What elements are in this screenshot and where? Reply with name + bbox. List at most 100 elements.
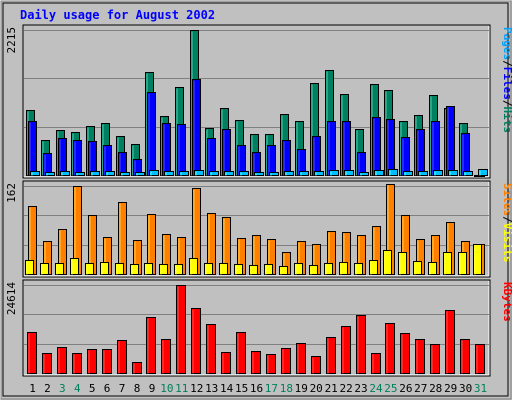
- bar-kbytes-day-16: [251, 351, 261, 374]
- bar-kbytes-day-19-highlight: [297, 344, 299, 374]
- x-tick-label-day-31: 31: [474, 382, 487, 395]
- bar-files-day-7-highlight: [119, 153, 121, 176]
- bar-kbytes-day-14-highlight: [222, 353, 224, 374]
- bar-kbytes-day-11-fill: [176, 285, 186, 374]
- bar-pages-day-1: [30, 171, 40, 176]
- bar-sites-day-27: [413, 261, 422, 275]
- bar-pages-day-23-fill: [359, 172, 369, 176]
- bar-kbytes-day-29-fill: [445, 310, 455, 374]
- bar-pages-day-27: [418, 171, 428, 176]
- bar-sites-day-5: [85, 263, 94, 275]
- bar-files-day-17: [267, 145, 276, 176]
- bar-kbytes-day-30-fill: [460, 339, 470, 374]
- bar-visits-day-22-highlight: [343, 233, 345, 275]
- bar-files-day-21-highlight: [328, 122, 330, 176]
- x-tick-label-day-13: 13: [205, 382, 218, 395]
- bar-pages-day-3-fill: [60, 171, 70, 176]
- legend-segment: Sites: [501, 183, 512, 216]
- bar-sites-day-26-highlight: [399, 253, 401, 275]
- bar-files-day-18: [282, 140, 291, 176]
- bar-pages-day-8-highlight: [136, 173, 138, 176]
- bar-pages-day-24-highlight: [375, 171, 377, 176]
- bar-pages-day-23-highlight: [360, 173, 362, 176]
- bar-pages-day-18: [284, 171, 294, 176]
- bar-kbytes-day-25: [385, 323, 395, 374]
- bar-files-day-22: [342, 121, 351, 176]
- bar-sites-day-4: [70, 258, 79, 275]
- bar-files-day-25: [386, 119, 395, 176]
- bar-pages-day-10: [164, 171, 174, 176]
- bar-pages-day-27-fill: [418, 171, 428, 176]
- bar-kbytes-day-21: [326, 337, 336, 374]
- bar-files-day-8-highlight: [134, 160, 136, 176]
- bar-pages-day-26: [403, 171, 413, 176]
- bar-kbytes-day-28-highlight: [431, 345, 433, 374]
- bar-files-day-24-highlight: [373, 118, 375, 176]
- panel-legend-label: KBytes: [501, 282, 512, 322]
- bar-kbytes-day-4: [72, 353, 82, 374]
- bar-sites-day-2-fill: [40, 263, 49, 275]
- bar-hits-day-20-highlight: [311, 84, 313, 176]
- bar-sites-day-7-fill: [115, 263, 124, 275]
- bar-kbytes-day-15: [236, 332, 246, 374]
- bar-sites-day-16-fill: [249, 265, 258, 275]
- bar-kbytes-day-9-fill: [146, 317, 156, 374]
- bar-kbytes-day-20: [311, 356, 321, 374]
- panel-bars: [26, 30, 488, 177]
- legend-segment: KBytes: [501, 282, 512, 322]
- bar-sites-day-31-highlight: [474, 245, 476, 275]
- bar-visits-day-9-highlight: [148, 215, 150, 275]
- bar-pages-day-24-fill: [374, 170, 384, 176]
- bar-kbytes-day-20-fill: [311, 356, 321, 374]
- bar-kbytes-day-29-highlight: [446, 311, 448, 374]
- bar-kbytes-day-23-fill: [356, 315, 366, 374]
- bar-sites-day-12: [189, 258, 198, 275]
- bar-pages-day-8: [135, 172, 145, 176]
- bar-kbytes-day-29: [445, 310, 455, 374]
- legend-segment: /: [501, 100, 512, 107]
- bar-files-day-10-highlight: [163, 124, 165, 176]
- bar-files-day-21: [327, 121, 336, 176]
- bar-visits-day-6-highlight: [104, 238, 106, 275]
- x-tick-label-day-3: 3: [59, 382, 66, 395]
- bar-kbytes-day-2-fill: [42, 353, 52, 374]
- bar-sites-day-13: [204, 263, 213, 275]
- bar-pages-day-6-fill: [105, 171, 115, 176]
- bar-visits-day-11-highlight: [178, 238, 180, 275]
- bar-pages-day-2-highlight: [46, 173, 48, 176]
- bar-kbytes-day-6-highlight: [103, 350, 105, 374]
- bar-kbytes-day-15-fill: [236, 332, 246, 374]
- bar-pages-day-29-fill: [448, 170, 458, 176]
- bar-pages-day-13: [209, 171, 219, 176]
- bar-sites-day-29: [443, 252, 452, 275]
- panel-bars: [27, 285, 485, 374]
- legend-segment: Hits: [501, 107, 512, 134]
- bar-pages-day-5-fill: [90, 171, 100, 176]
- bar-pages-day-17-highlight: [270, 173, 272, 176]
- bar-sites-day-8-highlight: [131, 265, 133, 275]
- bar-pages-day-14-highlight: [225, 172, 227, 176]
- bar-sites-day-20-highlight: [310, 266, 312, 275]
- bar-visits-day-1-highlight: [29, 207, 31, 275]
- bar-kbytes-day-31-fill: [475, 344, 485, 374]
- bar-files-day-1: [28, 121, 37, 176]
- bar-pages-day-26-highlight: [404, 172, 406, 176]
- bar-sites-day-7: [115, 263, 124, 275]
- bar-pages-day-24: [374, 170, 384, 176]
- bar-files-day-11: [177, 124, 186, 176]
- x-tick-label-day-4: 4: [74, 382, 81, 395]
- bar-pages-day-14-fill: [224, 171, 234, 176]
- bar-files-day-9: [147, 92, 156, 176]
- bar-sites-day-2: [40, 263, 49, 275]
- bar-files-day-1-highlight: [29, 122, 31, 176]
- bar-files-day-26-highlight: [402, 138, 404, 176]
- bar-files-day-11-highlight: [178, 125, 180, 176]
- x-tick-label-day-23: 23: [354, 382, 367, 395]
- bar-files-day-20: [312, 136, 321, 176]
- bar-sites-day-11-fill: [174, 264, 183, 275]
- bar-pages-day-7: [120, 172, 130, 176]
- bar-sites-day-15-highlight: [235, 265, 237, 275]
- bar-files-day-12-highlight: [193, 80, 195, 176]
- bar-visits-day-27-highlight: [417, 240, 419, 275]
- bar-files-day-26: [401, 137, 410, 176]
